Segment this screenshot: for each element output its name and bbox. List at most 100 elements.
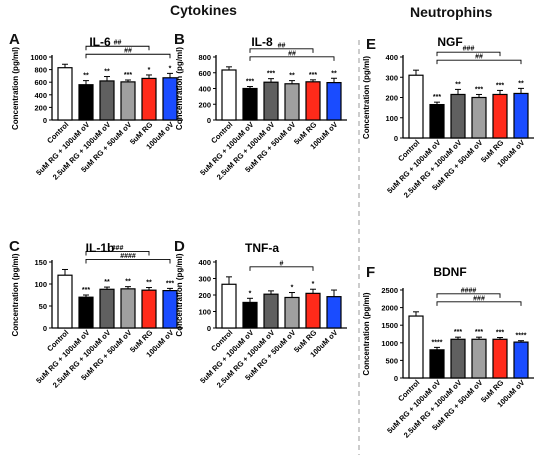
significance-stars: * <box>169 65 172 72</box>
chart-title: IL-1b <box>86 241 115 255</box>
y-axis-label: Concentration (pg/ml) <box>362 56 371 139</box>
panel-label-c: C <box>9 238 20 255</box>
significance-bracket <box>249 48 314 53</box>
bar <box>221 69 237 121</box>
significance-stars: * <box>249 290 252 297</box>
bracket-label: #### <box>461 287 477 294</box>
y-tick-label: 0 <box>207 116 211 125</box>
y-tick-label: 100 <box>34 280 47 289</box>
significance-stars: ** <box>289 73 295 80</box>
y-tick-label: 150 <box>34 258 47 267</box>
chart-title: IL-8 <box>251 35 273 49</box>
y-tick-label: 200 <box>198 291 211 300</box>
y-tick-label: 200 <box>385 94 398 103</box>
significance-stars: **** <box>432 339 443 346</box>
bar <box>471 338 487 379</box>
chart-title: BDNF <box>433 265 466 279</box>
significance-stars: *** <box>82 287 90 294</box>
y-tick-label: 800 <box>198 53 211 62</box>
bar <box>513 92 529 139</box>
bar <box>450 338 466 379</box>
y-tick-label: 400 <box>385 53 398 62</box>
bar <box>221 283 237 329</box>
bar <box>492 338 508 379</box>
bar <box>242 301 258 329</box>
y-tick-label: 50 <box>39 302 47 311</box>
significance-bracket <box>85 45 150 51</box>
bar <box>120 288 136 329</box>
y-tick-label: 400 <box>198 258 211 267</box>
bracket-label: ## <box>114 40 122 47</box>
bracket-label: ## <box>475 54 483 61</box>
y-tick-label: 0 <box>394 374 398 383</box>
y-axis-label: Concentration (pg/ml) <box>11 47 20 130</box>
bar <box>263 293 279 329</box>
significance-stars: * <box>312 281 315 288</box>
bar <box>471 96 487 139</box>
bar <box>492 93 508 139</box>
panel-label-e: E <box>366 36 377 53</box>
bar <box>305 81 321 121</box>
bar <box>408 315 424 379</box>
y-tick-label: 1000 <box>381 339 398 348</box>
significance-stars: * <box>148 67 151 74</box>
bar <box>429 103 445 139</box>
bar <box>57 67 73 121</box>
bar <box>284 83 300 121</box>
significance-stars: **** <box>516 333 527 340</box>
significance-stars: ** <box>83 73 89 80</box>
y-tick-label: 2000 <box>381 304 398 313</box>
y-tick-label: 100 <box>385 114 398 123</box>
bar <box>141 77 157 121</box>
significance-stars: *** <box>496 82 504 89</box>
y-tick-label: 500 <box>385 356 398 365</box>
bar <box>305 292 321 329</box>
significance-stars: ** <box>331 70 337 77</box>
y-tick-label: 300 <box>198 275 211 284</box>
y-tick-label: 1000 <box>30 53 47 62</box>
bracket-label: ## <box>278 42 286 49</box>
y-axis-label: Concentration (pg/ml) <box>175 47 184 130</box>
significance-stars: *** <box>309 72 317 79</box>
significance-bracket <box>436 293 501 298</box>
significance-stars: *** <box>475 86 483 93</box>
significance-bracket <box>85 53 171 59</box>
bar <box>242 87 258 121</box>
significance-stars: *** <box>496 330 504 337</box>
bar <box>120 81 136 121</box>
chart-title: NGF <box>437 35 462 49</box>
bar <box>78 84 94 121</box>
bar <box>326 296 342 329</box>
bar <box>99 80 115 121</box>
significance-stars: ** <box>125 279 131 286</box>
y-tick-label: 0 <box>43 324 47 333</box>
chart-title: TNF-a <box>245 241 279 255</box>
bar <box>57 274 73 329</box>
significance-bracket <box>249 56 335 61</box>
bracket-label: # <box>280 260 284 267</box>
significance-stars: *** <box>267 71 275 78</box>
chart-title: IL-6 <box>89 35 111 49</box>
bracket-label: ### <box>112 245 124 252</box>
y-tick-label: 400 <box>34 91 47 100</box>
bar <box>141 289 157 329</box>
y-tick-label: 100 <box>198 308 211 317</box>
y-tick-label: 200 <box>198 100 211 109</box>
significance-stars: * <box>291 285 294 292</box>
y-tick-label: 300 <box>385 73 398 82</box>
bracket-label: ## <box>124 48 132 55</box>
bar <box>263 81 279 121</box>
y-tick-label: 600 <box>34 78 47 87</box>
significance-stars: *** <box>433 94 441 101</box>
y-tick-label: 0 <box>43 116 47 125</box>
significance-stars: *** <box>166 280 174 287</box>
bracket-label: #### <box>120 253 136 260</box>
significance-stars: *** <box>475 329 483 336</box>
bar <box>408 74 424 139</box>
panel-label-a: A <box>9 31 20 48</box>
bar <box>450 93 466 139</box>
significance-bracket <box>85 259 171 264</box>
bar <box>99 288 115 329</box>
